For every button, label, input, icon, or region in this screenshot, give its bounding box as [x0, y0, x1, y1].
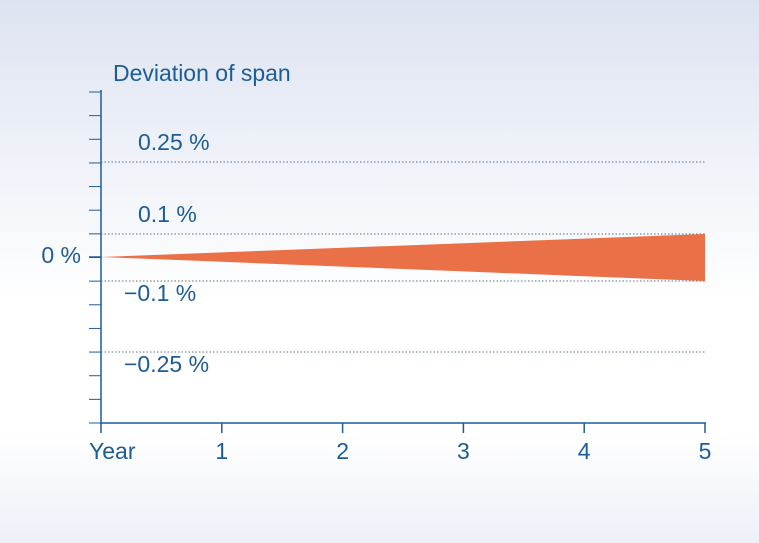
y-tick-label: 0.1 %: [138, 201, 197, 227]
chart-title: Deviation of span: [113, 60, 291, 86]
x-tick-label: Year: [89, 438, 136, 464]
y-tick-label: 0 %: [41, 242, 81, 268]
x-tick-label: 4: [578, 438, 591, 464]
x-tick-label: 1: [215, 438, 228, 464]
x-tick-label: 3: [457, 438, 470, 464]
x-tick-label: 2: [336, 438, 349, 464]
deviation-band: [101, 234, 705, 281]
x-tick-label: 5: [699, 438, 712, 464]
y-tick-label: −0.25 %: [124, 351, 209, 377]
y-tick-label: −0.1 %: [124, 280, 196, 306]
y-tick-label: 0.25 %: [138, 129, 210, 155]
